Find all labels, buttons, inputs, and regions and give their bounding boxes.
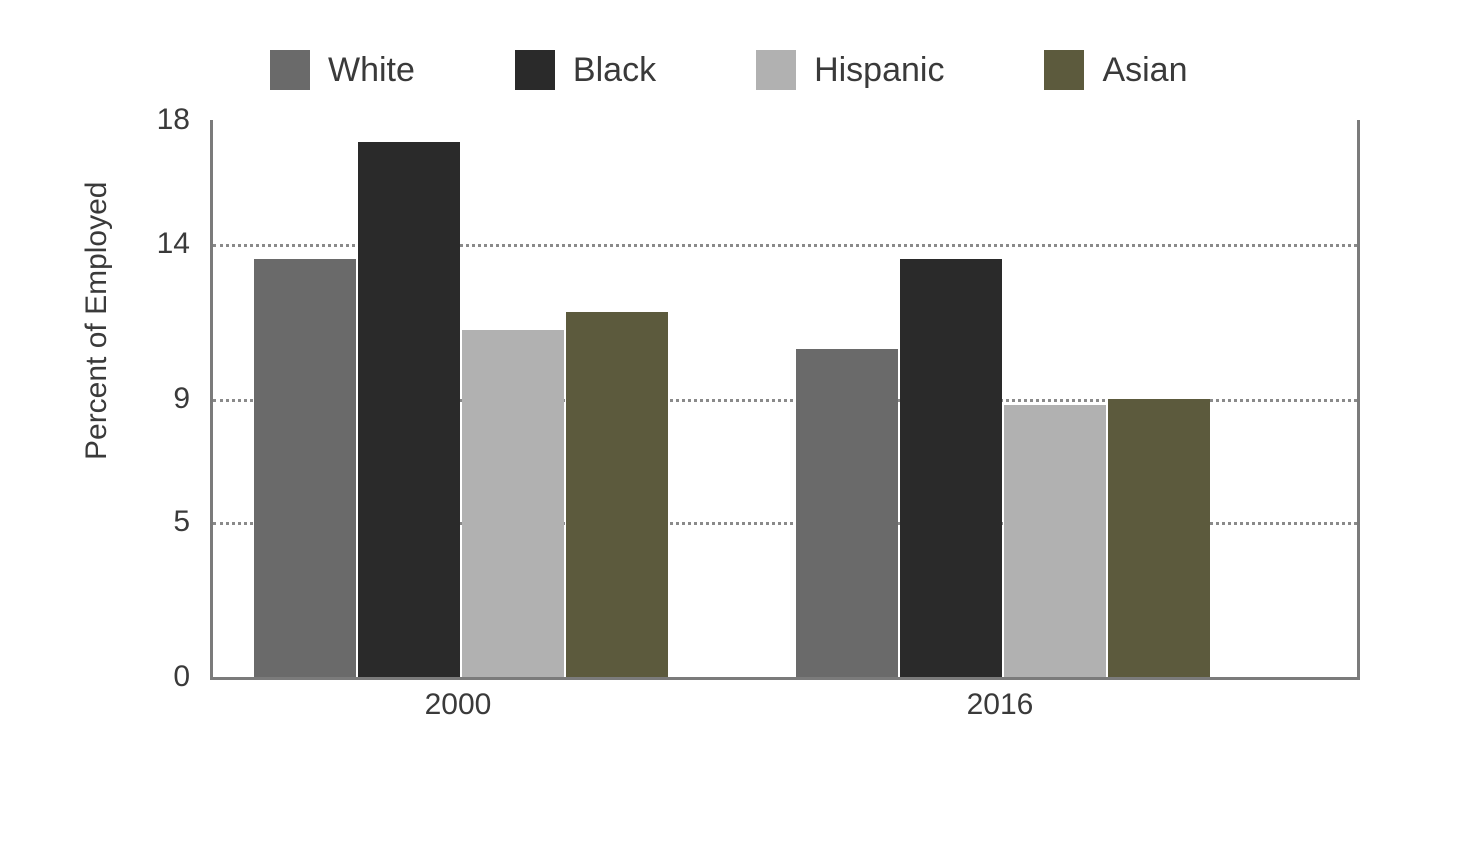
bar-asian-2016 <box>1108 399 1210 678</box>
legend-label: Asian <box>1102 51 1187 90</box>
bar-hispanic-2016 <box>1004 405 1106 677</box>
bar-hispanic-2000 <box>462 330 564 677</box>
legend-swatch-icon <box>756 50 796 90</box>
y-tick-label: 18 <box>157 103 190 137</box>
y-axis-title: Percent of Employed <box>80 182 114 460</box>
legend-swatch-icon <box>515 50 555 90</box>
legend-swatch-icon <box>270 50 310 90</box>
x-tick-label: 2000 <box>425 688 492 722</box>
legend-label: Black <box>573 51 656 90</box>
x-tick-label: 2016 <box>967 688 1034 722</box>
legend-item-hispanic: Hispanic <box>756 50 944 90</box>
y-tick-label: 0 <box>173 660 190 694</box>
bar-white-2000 <box>254 259 356 677</box>
bar-white-2016 <box>796 349 898 677</box>
plot-area <box>210 120 1360 680</box>
bar-asian-2000 <box>566 312 668 677</box>
bar-black-2016 <box>900 259 1002 677</box>
legend-item-asian: Asian <box>1044 50 1187 90</box>
y-tick-label: 14 <box>157 227 190 261</box>
employment-chart: WhiteBlackHispanicAsian Percent of Emplo… <box>100 40 1360 760</box>
y-tick-label: 5 <box>173 505 190 539</box>
legend-item-white: White <box>270 50 415 90</box>
legend-item-black: Black <box>515 50 656 90</box>
legend-swatch-icon <box>1044 50 1084 90</box>
bar-black-2000 <box>358 142 460 677</box>
y-tick-label: 9 <box>173 382 190 416</box>
legend: White Black Hispanic Asian <box>270 40 1310 100</box>
legend-label: Hispanic <box>814 51 944 90</box>
legend-label: White <box>328 51 415 90</box>
